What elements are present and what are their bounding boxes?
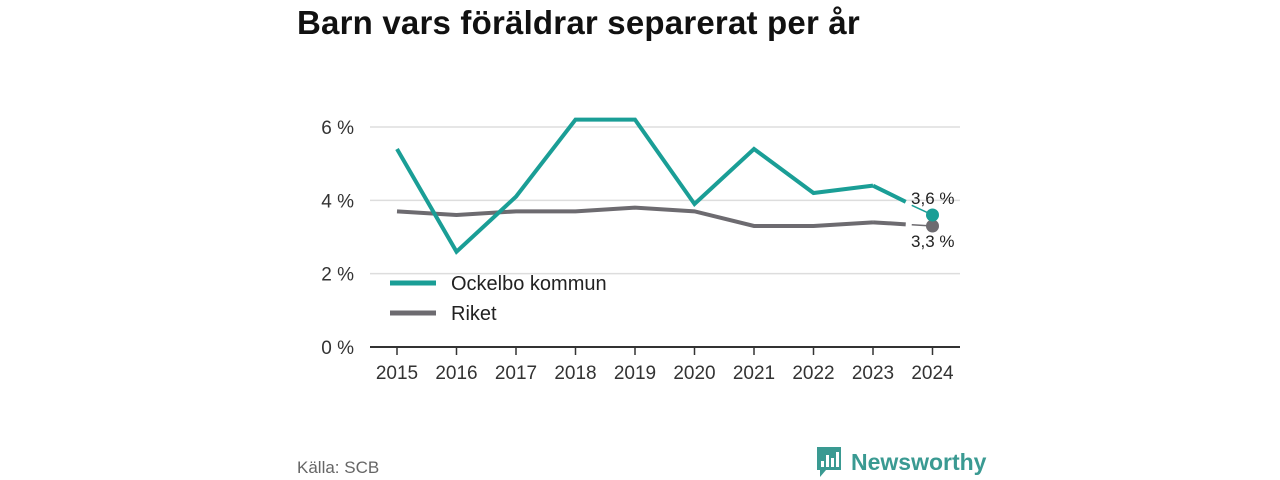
legend-label-ockelbo-kommun: Ockelbo kommun bbox=[451, 273, 607, 295]
newsworthy-logo-text: Newsworthy bbox=[851, 448, 987, 475]
newsworthy-logo-icon bbox=[817, 447, 841, 477]
y-axis-tick-labels: 0 % 2 % 4 % 6 % bbox=[321, 118, 354, 359]
x-tick-label-2020: 2020 bbox=[673, 363, 715, 384]
x-tick-label-2015: 2015 bbox=[376, 363, 418, 384]
y-tick-label-6-pct: 6 % bbox=[321, 118, 354, 139]
x-tick-label-2023: 2023 bbox=[852, 363, 894, 384]
source-note: Källa: SCB bbox=[297, 458, 380, 477]
x-tick-label-2018: 2018 bbox=[554, 363, 596, 384]
x-tick-label-2016: 2016 bbox=[435, 363, 477, 384]
y-tick-label-4-pct: 4 % bbox=[321, 191, 354, 212]
legend: Ockelbo kommun Riket bbox=[390, 273, 607, 325]
gridlines bbox=[370, 126, 960, 275]
y-tick-label-2-pct: 2 % bbox=[321, 265, 354, 286]
x-tick-label-2024: 2024 bbox=[911, 363, 954, 384]
series-lines bbox=[395, 117, 939, 255]
series-line-riket bbox=[396, 205, 874, 228]
legend-label-riket: Riket bbox=[451, 303, 497, 325]
x-axis-tick-marks bbox=[396, 347, 934, 355]
chart-title: Barn vars föräldrar separerat per år bbox=[297, 4, 860, 41]
y-tick-label-0-pct: 0 % bbox=[321, 338, 354, 359]
newsworthy-logo[interactable]: Newsworthy bbox=[815, 446, 986, 478]
x-tick-label-2021: 2021 bbox=[733, 363, 775, 384]
series-end-dot-ockelbo-kommun bbox=[926, 208, 939, 222]
x-tick-label-2019: 2019 bbox=[614, 363, 656, 384]
x-axis-tick-labels: 2015 2016 2017 2018 2019 2020 2021 2022 2023 2024 bbox=[376, 363, 954, 384]
series-last-segment-riket bbox=[872, 220, 906, 227]
series-last-segment-ockelbo-kommun bbox=[872, 183, 907, 204]
x-tick-label-2022: 2022 bbox=[792, 363, 834, 384]
end-value-labels: 3,6 % 3,3 % bbox=[911, 189, 954, 251]
series-line-ockelbo-kommun bbox=[395, 117, 874, 255]
series-end-dot-riket bbox=[926, 219, 939, 233]
end-value-label-ockelbo-kommun: 3,6 % bbox=[911, 189, 954, 208]
end-value-label-riket: 3,3 % bbox=[911, 232, 954, 251]
x-tick-label-2017: 2017 bbox=[495, 363, 537, 384]
